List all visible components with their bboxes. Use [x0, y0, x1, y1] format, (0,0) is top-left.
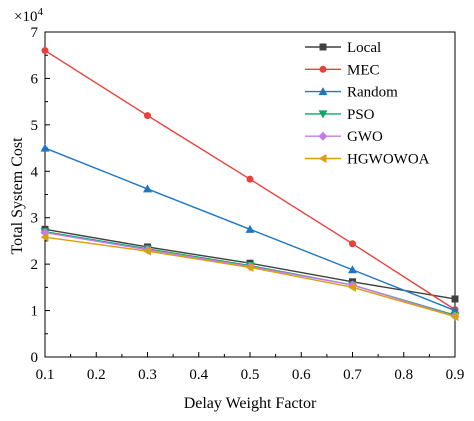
- data-point-random: [348, 265, 357, 274]
- x-tick-label: 0.1: [36, 367, 55, 383]
- series-hgwowoa: [40, 232, 459, 322]
- legend-label-pso: PSO: [347, 107, 375, 123]
- legend-item-gwo: GWO: [305, 129, 383, 145]
- legend-item-mec: MEC: [305, 62, 380, 78]
- legend-label-mec: MEC: [347, 62, 380, 78]
- legend-marker-random: [318, 87, 328, 96]
- series-mec: [41, 47, 459, 314]
- data-point-random: [245, 224, 255, 233]
- x-tick-label: 0.5: [241, 367, 260, 383]
- y-axis-title: Total System Cost: [9, 137, 26, 255]
- data-point-hgwowoa: [143, 246, 151, 256]
- data-point-random: [40, 143, 50, 152]
- x-axis-title: Delay Weight Factor: [184, 395, 317, 412]
- y-tick-label: 3: [31, 211, 39, 227]
- y-axis-multiplier: ×104: [14, 6, 43, 25]
- data-point-hgwowoa: [40, 232, 49, 242]
- y-tick-label: 1: [31, 304, 39, 320]
- legend-label-random: Random: [347, 85, 398, 101]
- y-tick-label: 2: [31, 257, 39, 273]
- legend-label-local: Local: [347, 40, 381, 56]
- x-tick-label: 0.6: [292, 367, 311, 383]
- series-layer: [40, 47, 460, 322]
- data-point-mec: [144, 112, 151, 120]
- legend-item-local: Local: [305, 40, 381, 56]
- data-point-hgwowoa: [450, 312, 459, 322]
- data-point-hgwowoa: [245, 262, 254, 272]
- legend-marker-pso: [318, 110, 328, 119]
- data-point-local: [451, 295, 459, 303]
- data-point-hgwowoa: [348, 282, 356, 292]
- data-point-mec: [349, 240, 356, 248]
- y-multiplier-exponent: 4: [37, 6, 43, 18]
- legend-label-gwo: GWO: [347, 129, 383, 145]
- legend-item-random: Random: [305, 85, 398, 101]
- legend-marker-mec: [319, 65, 327, 73]
- legend-item-hgwowoa: HGWOWOA: [305, 152, 430, 168]
- x-tick-label: 0.9: [446, 367, 465, 383]
- x-tick-label: 0.4: [189, 367, 208, 383]
- y-tick-label: 4: [31, 164, 39, 180]
- y-multiplier-base: ×10: [14, 9, 37, 25]
- y-tick-label: 7: [31, 25, 39, 41]
- x-tick-label: 0.2: [87, 367, 106, 383]
- x-tick-label: 0.7: [343, 367, 362, 383]
- data-point-mec: [246, 175, 254, 183]
- legend-marker-gwo: [318, 131, 328, 141]
- plot-area: 0.1 0.2 0.3 0.4 0.5 0.6 0.7 0.8 0.9 0 1 2 3 4 5 6 7: [31, 25, 465, 383]
- legend-marker-local: [319, 43, 327, 51]
- y-tick-label: 5: [31, 118, 39, 134]
- data-point-random: [143, 184, 152, 193]
- x-tick-label: 0.3: [138, 367, 157, 383]
- legend-item-pso: PSO: [305, 107, 375, 123]
- legend-label-hgwowoa: HGWOWOA: [347, 152, 430, 168]
- legend-marker-hgwowoa: [318, 154, 327, 163]
- legend: Local MEC Random PSO GWO HGWOWOA: [305, 40, 430, 168]
- y-tick-label: 6: [31, 71, 39, 87]
- y-tick-label: 0: [31, 350, 39, 366]
- x-tick-label: 0.8: [394, 367, 413, 383]
- data-point-mec: [41, 47, 49, 55]
